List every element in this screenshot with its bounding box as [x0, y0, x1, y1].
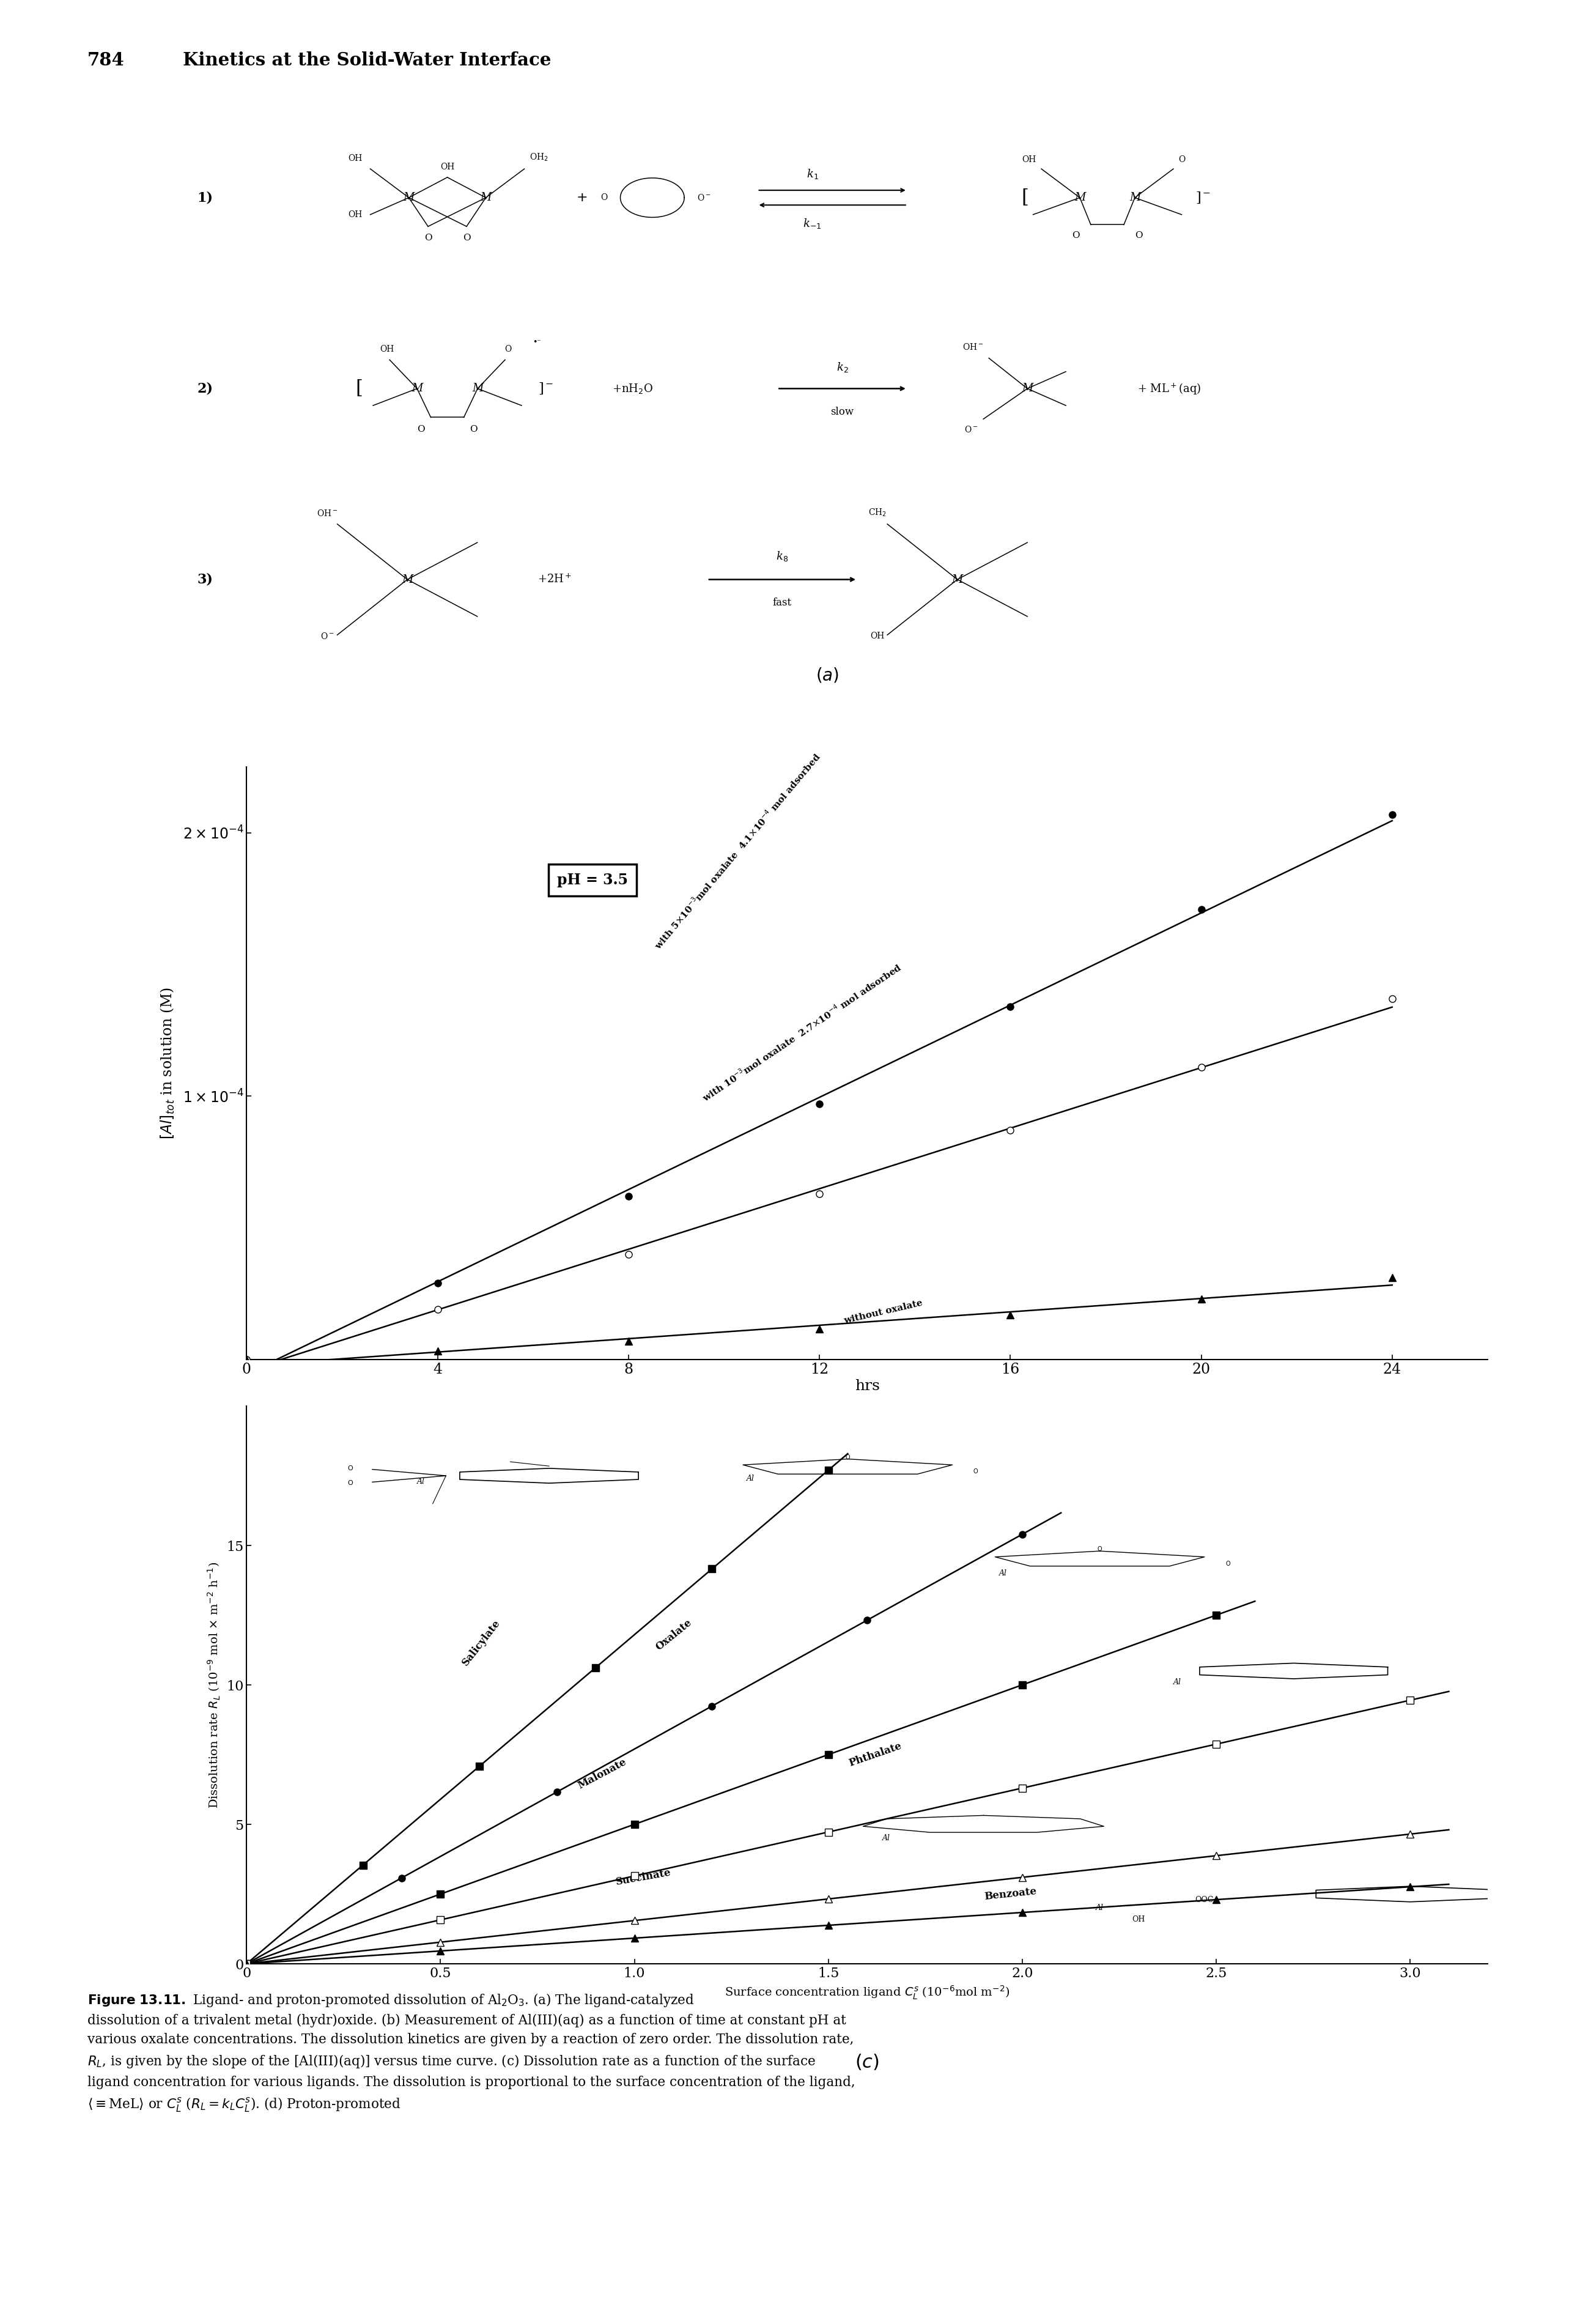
Text: O: O: [469, 425, 477, 432]
Text: $(c)$: $(c)$: [854, 2052, 880, 2073]
Text: O: O: [845, 1455, 850, 1459]
Text: +2H$^+$: +2H$^+$: [538, 574, 571, 586]
Text: O: O: [1134, 230, 1142, 239]
Text: Malonate: Malonate: [576, 1757, 628, 1792]
Text: 784: 784: [88, 51, 124, 70]
Text: k$_2$: k$_2$: [837, 360, 848, 374]
Text: O: O: [600, 193, 608, 202]
Text: with 5$\times$10$^{-3}$mol oxalate  4.1$\times$10$^{-4}$ mol adsorbed: with 5$\times$10$^{-3}$mol oxalate 4.1$\…: [652, 751, 823, 951]
Text: k$_1$: k$_1$: [807, 167, 818, 181]
Text: O$^-$: O$^-$: [964, 425, 978, 435]
Text: OH: OH: [348, 153, 363, 163]
Text: without oxalate: without oxalate: [843, 1299, 924, 1325]
Text: Succinate: Succinate: [616, 1868, 671, 1887]
Text: O$^-$: O$^-$: [697, 193, 711, 202]
Text: Benzoate: Benzoate: [983, 1887, 1037, 1901]
Text: M: M: [1130, 193, 1141, 202]
Text: Salicylate: Salicylate: [460, 1618, 503, 1669]
Text: k$_8$: k$_8$: [776, 551, 789, 562]
Text: O$^-$: O$^-$: [320, 632, 334, 641]
Text: Al: Al: [1096, 1903, 1104, 1913]
Text: 2): 2): [197, 381, 213, 395]
Text: Al: Al: [417, 1478, 425, 1485]
Text: M: M: [412, 383, 423, 395]
Text: •⁻: •⁻: [533, 339, 541, 346]
Text: $(b)$: $(b)$: [854, 1443, 880, 1462]
Text: Al: Al: [1174, 1678, 1181, 1687]
Text: Al: Al: [883, 1834, 891, 1843]
Text: fast: fast: [773, 597, 792, 609]
Text: O: O: [974, 1469, 978, 1476]
Text: OH$^-$: OH$^-$: [317, 509, 337, 518]
Text: Al: Al: [999, 1569, 1007, 1578]
Text: 1): 1): [197, 191, 213, 205]
Text: O: O: [417, 425, 425, 432]
Text: with 10$^{-3}$mol oxalate  2.7$\times$10$^{-4}$ mol adsorbed: with 10$^{-3}$mol oxalate 2.7$\times$10$…: [700, 962, 904, 1104]
Text: M: M: [480, 193, 492, 202]
Text: +: +: [576, 191, 589, 205]
Text: OOC-: OOC-: [1195, 1896, 1216, 1903]
Text: [: [: [1021, 188, 1028, 207]
Text: OH: OH: [348, 209, 363, 218]
Text: +nH$_2$O: +nH$_2$O: [613, 381, 654, 395]
Text: OH: OH: [1133, 1915, 1146, 1924]
Text: Kinetics at the Solid-Water Interface: Kinetics at the Solid-Water Interface: [183, 51, 552, 70]
Text: OH: OH: [1021, 156, 1036, 165]
X-axis label: Surface concentration ligand $C_L^s$ (10$^{-6}$mol m$^{-2}$): Surface concentration ligand $C_L^s$ (10…: [724, 1985, 1010, 2001]
Text: O: O: [347, 1464, 353, 1471]
Text: ]$^-$: ]$^-$: [538, 381, 554, 395]
Text: O: O: [347, 1480, 353, 1487]
Text: M: M: [403, 193, 414, 202]
Text: Oxalate: Oxalate: [654, 1618, 694, 1652]
Text: OH$_2$: OH$_2$: [530, 151, 549, 163]
Text: CH$_2$: CH$_2$: [869, 507, 886, 518]
Text: OH: OH: [870, 632, 885, 641]
Text: O: O: [504, 344, 511, 353]
Text: k$_{-1}$: k$_{-1}$: [803, 216, 821, 230]
Text: 3): 3): [197, 572, 213, 586]
Text: O: O: [463, 235, 471, 242]
Text: O: O: [425, 235, 431, 242]
Text: M: M: [401, 574, 414, 586]
Text: slow: slow: [831, 407, 854, 418]
Text: ]$^-$: ]$^-$: [1195, 191, 1211, 205]
Text: Al: Al: [746, 1473, 754, 1483]
Text: + ML$^+$(aq): + ML$^+$(aq): [1138, 381, 1201, 395]
Text: M: M: [951, 574, 963, 586]
Text: M: M: [1074, 193, 1085, 202]
Text: OH: OH: [380, 344, 395, 353]
Text: OH$^-$: OH$^-$: [963, 342, 983, 351]
Y-axis label: $[Al]_{tot}$ in solution (M): $[Al]_{tot}$ in solution (M): [159, 988, 177, 1139]
X-axis label: hrs: hrs: [854, 1378, 880, 1392]
Text: O: O: [1179, 156, 1185, 165]
Text: M: M: [1021, 383, 1033, 395]
Text: OH: OH: [441, 163, 455, 172]
Text: $(a)$: $(a)$: [816, 667, 838, 683]
Text: O: O: [1098, 1545, 1103, 1552]
Text: [: [: [356, 379, 363, 397]
Text: $\mathbf{Figure\ 13.11.}$ Ligand- and proton-promoted dissolution of Al$_2$O$_3$: $\mathbf{Figure\ 13.11.}$ Ligand- and pr…: [88, 1992, 856, 2113]
Text: pH = 3.5: pH = 3.5: [557, 874, 628, 888]
Text: M: M: [473, 383, 484, 395]
Text: O: O: [1225, 1559, 1230, 1566]
Text: Phthalate: Phthalate: [848, 1741, 904, 1769]
Y-axis label: Dissolution rate $R_L$ (10$^{-9}$ mol $\times$ m$^{-2}$ h$^{-1}$): Dissolution rate $R_L$ (10$^{-9}$ mol $\…: [207, 1562, 223, 1808]
Text: O: O: [1072, 230, 1080, 239]
